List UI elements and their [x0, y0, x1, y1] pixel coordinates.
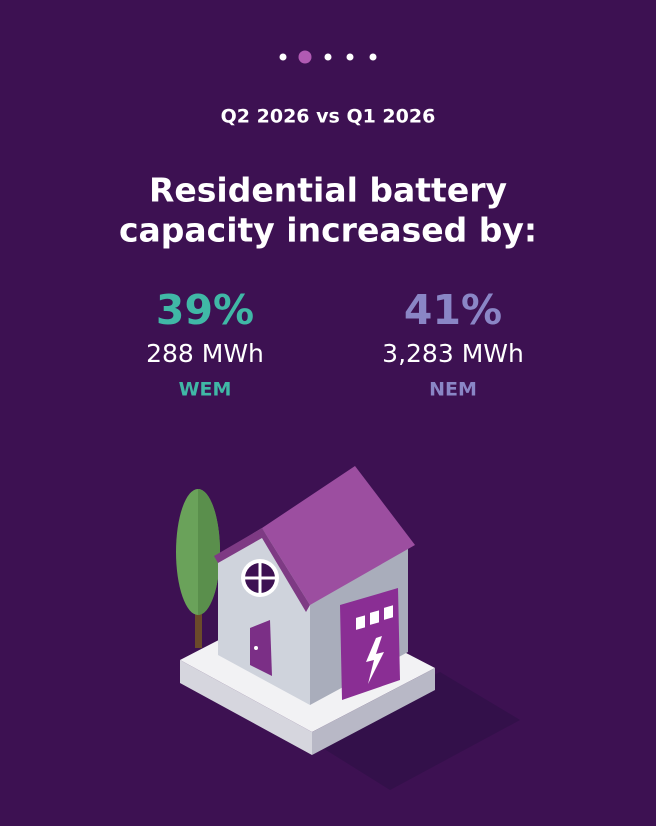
stat-region: NEM [429, 379, 477, 401]
page-dot[interactable] [369, 53, 377, 61]
page-dot[interactable] [279, 53, 287, 61]
page-dot-active[interactable] [298, 50, 312, 64]
stat-percent: 41% [404, 286, 502, 334]
stat-amount: 3,283 MWh [382, 339, 524, 368]
subtitle: Q2 2026 vs Q1 2026 [221, 106, 436, 128]
page-dot[interactable] [346, 53, 354, 61]
title-line: Residential battery [149, 171, 507, 210]
stat-region: WEM [179, 379, 232, 401]
pagination [279, 50, 377, 64]
stat-amount: 288 MWh [146, 339, 264, 368]
title-line: capacity increased by: [119, 211, 537, 250]
page-dot[interactable] [324, 53, 332, 61]
house-illustration [176, 466, 520, 790]
stat-percent: 39% [156, 286, 254, 334]
